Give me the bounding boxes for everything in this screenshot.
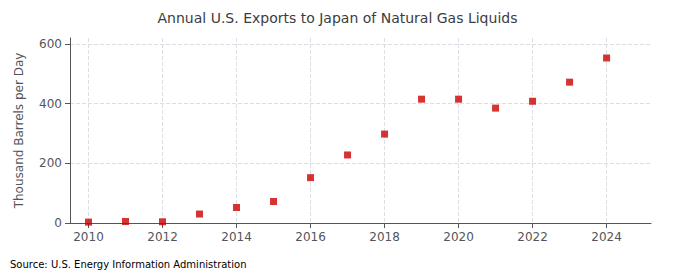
svg-text:2012: 2012 xyxy=(147,230,178,244)
svg-text:Thousand Barrels per Day: Thousand Barrels per Day xyxy=(12,53,26,210)
svg-text:600: 600 xyxy=(39,37,62,51)
svg-text:2014: 2014 xyxy=(221,230,252,244)
svg-text:2016: 2016 xyxy=(295,230,326,244)
svg-text:2022: 2022 xyxy=(517,230,548,244)
svg-text:400: 400 xyxy=(39,97,62,111)
svg-text:2018: 2018 xyxy=(369,230,400,244)
svg-text:2020: 2020 xyxy=(443,230,474,244)
svg-text:Annual U.S. Exports to Japan o: Annual U.S. Exports to Japan of Natural … xyxy=(158,10,518,26)
svg-text:0: 0 xyxy=(54,216,62,230)
svg-text:2010: 2010 xyxy=(73,230,104,244)
svg-text:Source: U.S. Energy Informatio: Source: U.S. Energy Information Administ… xyxy=(10,259,247,270)
svg-text:200: 200 xyxy=(39,156,62,170)
svg-text:2024: 2024 xyxy=(591,230,622,244)
